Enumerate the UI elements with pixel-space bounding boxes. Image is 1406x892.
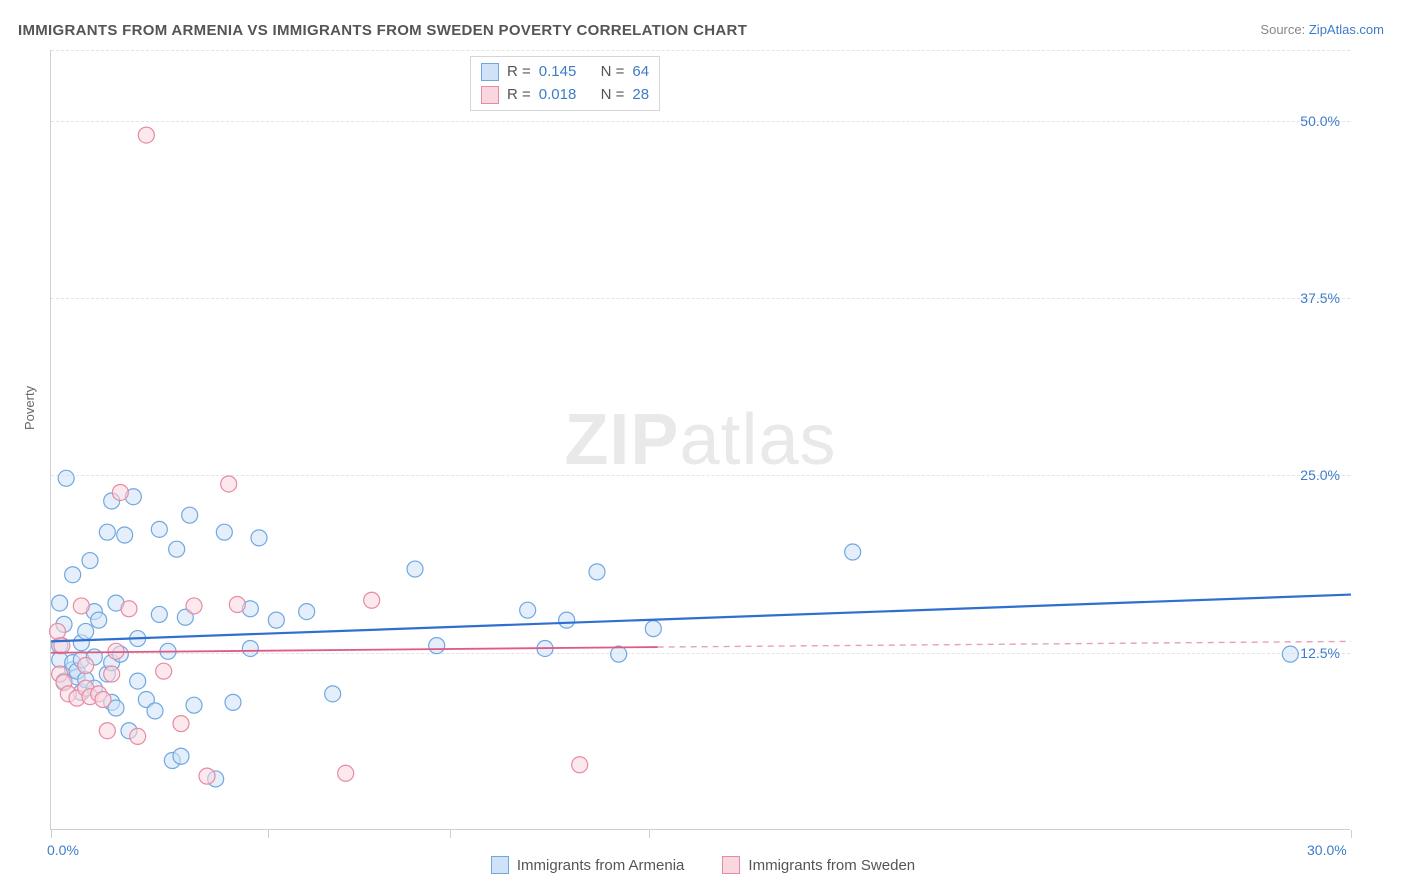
data-point <box>169 541 185 557</box>
data-point <box>138 127 154 143</box>
data-point <box>645 621 661 637</box>
r-label: R = <box>507 61 531 84</box>
legend-stats-box: R = 0.145 N = 64 R = 0.018 N = 28 <box>470 56 660 111</box>
data-point <box>242 640 258 656</box>
data-point <box>73 598 89 614</box>
data-point <box>229 597 245 613</box>
data-point <box>199 768 215 784</box>
legend-label-armenia: Immigrants from Armenia <box>517 857 685 874</box>
data-point <box>156 663 172 679</box>
source-link[interactable]: ZipAtlas.com <box>1309 22 1384 37</box>
y-tick-label: 25.0% <box>1300 467 1340 483</box>
data-point <box>99 723 115 739</box>
data-point <box>182 507 198 523</box>
r-value-armenia: 0.145 <box>539 61 577 84</box>
source-credit: Source: ZipAtlas.com <box>1260 22 1384 37</box>
data-point <box>91 612 107 628</box>
data-point <box>121 601 137 617</box>
data-point <box>268 612 284 628</box>
data-point <box>78 657 94 673</box>
legend-stats-row-armenia: R = 0.145 N = 64 <box>481 61 649 84</box>
plot-area: ZIPatlas 25.0%50.0%12.5%37.5%0.0%30.0% <box>50 50 1350 830</box>
trend-line <box>658 641 1351 647</box>
data-point <box>130 673 146 689</box>
legend-item-armenia: Immigrants from Armenia <box>491 856 685 874</box>
data-point <box>589 564 605 580</box>
data-point <box>225 694 241 710</box>
legend-label-sweden: Immigrants from Sweden <box>748 857 915 874</box>
data-point <box>611 646 627 662</box>
y-tick-label: 50.0% <box>1300 113 1340 129</box>
data-point <box>559 612 575 628</box>
n-value-armenia: 64 <box>632 61 649 84</box>
n-value-sweden: 28 <box>632 84 649 107</box>
swatch-sweden-icon <box>722 856 740 874</box>
data-point <box>216 524 232 540</box>
swatch-armenia-icon <box>491 856 509 874</box>
plot-svg <box>51 50 1350 829</box>
data-point <box>520 602 536 618</box>
data-point <box>572 757 588 773</box>
data-point <box>338 765 354 781</box>
swatch-armenia <box>481 63 499 81</box>
data-point <box>1282 646 1298 662</box>
trend-line <box>51 647 658 653</box>
chart-container: IMMIGRANTS FROM ARMENIA VS IMMIGRANTS FR… <box>0 0 1406 892</box>
data-point <box>173 716 189 732</box>
data-point <box>251 530 267 546</box>
n-label: N = <box>601 84 625 107</box>
data-point <box>112 484 128 500</box>
data-point <box>82 553 98 569</box>
data-point <box>117 527 133 543</box>
r-label: R = <box>507 84 531 107</box>
y-tick-label: 12.5% <box>1300 645 1340 661</box>
data-point <box>78 623 94 639</box>
data-point <box>58 470 74 486</box>
data-point <box>845 544 861 560</box>
data-point <box>151 521 167 537</box>
data-point <box>147 703 163 719</box>
data-point <box>65 567 81 583</box>
chart-title: IMMIGRANTS FROM ARMENIA VS IMMIGRANTS FR… <box>18 22 747 39</box>
bottom-legend: Immigrants from Armenia Immigrants from … <box>0 856 1406 874</box>
data-point <box>52 595 68 611</box>
legend-item-sweden: Immigrants from Sweden <box>722 856 915 874</box>
y-tick-label: 37.5% <box>1300 290 1340 306</box>
data-point <box>186 598 202 614</box>
data-point <box>130 728 146 744</box>
data-point <box>186 697 202 713</box>
data-point <box>299 604 315 620</box>
data-point <box>95 692 111 708</box>
y-axis-label: Poverty <box>22 386 37 430</box>
data-point <box>99 524 115 540</box>
swatch-sweden <box>481 86 499 104</box>
data-point <box>364 592 380 608</box>
n-label: N = <box>601 61 625 84</box>
data-point <box>325 686 341 702</box>
data-point <box>429 638 445 654</box>
data-point <box>151 606 167 622</box>
data-point <box>407 561 423 577</box>
data-point <box>50 623 66 639</box>
source-label: Source: <box>1260 22 1305 37</box>
r-value-sweden: 0.018 <box>539 84 577 107</box>
data-point <box>173 748 189 764</box>
data-point <box>221 476 237 492</box>
data-point <box>104 666 120 682</box>
legend-stats-row-sweden: R = 0.018 N = 28 <box>481 84 649 107</box>
